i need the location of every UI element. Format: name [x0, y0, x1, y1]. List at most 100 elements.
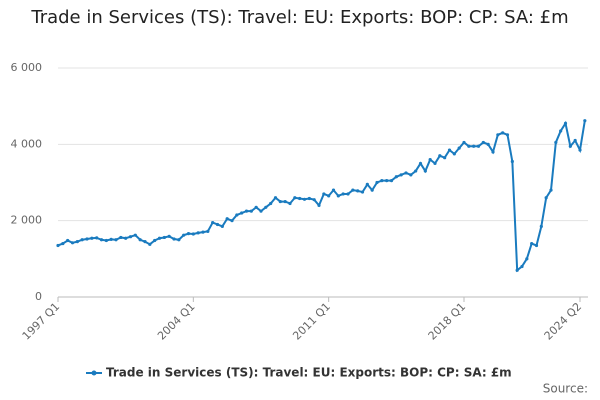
point	[423, 169, 427, 173]
point	[215, 222, 220, 227]
point	[148, 242, 152, 246]
point	[530, 241, 534, 246]
point	[385, 178, 389, 183]
point	[472, 144, 476, 148]
point	[249, 209, 253, 213]
point	[414, 169, 418, 173]
point	[269, 201, 273, 206]
point	[157, 236, 162, 240]
point	[525, 257, 529, 261]
point	[563, 121, 568, 125]
point	[240, 211, 244, 215]
y-tick-label: 6 000	[11, 61, 43, 74]
point	[404, 171, 408, 175]
point	[235, 213, 239, 217]
point	[317, 203, 321, 207]
point	[264, 205, 268, 209]
point	[438, 154, 442, 158]
point	[312, 198, 316, 202]
point	[389, 178, 394, 183]
y-tick-label: 4 000	[11, 137, 43, 150]
point	[99, 238, 104, 242]
point	[443, 156, 447, 160]
point	[544, 196, 548, 200]
point	[167, 234, 171, 238]
point	[186, 232, 191, 236]
point	[109, 237, 113, 241]
point	[66, 238, 70, 243]
point	[278, 199, 282, 204]
point	[380, 178, 384, 183]
point	[327, 194, 331, 198]
point	[259, 209, 263, 213]
point	[341, 192, 345, 196]
x-tick-label: 1997 Q1	[20, 300, 63, 343]
point	[172, 237, 176, 241]
point	[85, 237, 89, 241]
point	[244, 209, 249, 213]
point	[467, 144, 471, 148]
point	[346, 192, 350, 196]
point	[481, 140, 485, 145]
point	[153, 238, 157, 243]
point	[433, 161, 437, 166]
point	[365, 182, 369, 187]
point	[80, 238, 84, 242]
point	[510, 159, 514, 164]
point	[515, 268, 519, 272]
x-tick-label: 2024 Q2	[542, 300, 585, 343]
point	[124, 236, 128, 240]
point	[491, 150, 495, 154]
point	[505, 133, 510, 137]
point	[462, 140, 466, 145]
legend-marker	[91, 370, 97, 376]
point	[133, 233, 137, 237]
point	[162, 235, 166, 240]
point	[114, 238, 118, 242]
legend-label: Trade in Services (TS): Travel: EU: Expo…	[106, 366, 512, 380]
y-tick-label: 2 000	[11, 214, 43, 227]
point	[559, 129, 563, 133]
point	[370, 188, 374, 192]
series-line	[57, 120, 586, 273]
chart-title: Trade in Services (TS): Travel: EU: Expo…	[31, 7, 569, 28]
point	[288, 201, 292, 206]
point	[206, 229, 210, 233]
point	[428, 158, 432, 162]
point	[182, 233, 186, 237]
y-tick-label: 0	[35, 290, 42, 303]
point	[293, 196, 297, 200]
point	[75, 240, 79, 244]
point	[360, 190, 365, 194]
point	[578, 148, 582, 152]
point	[254, 205, 258, 209]
point	[138, 238, 142, 242]
point	[302, 197, 307, 201]
point	[119, 235, 123, 240]
point	[409, 173, 413, 177]
point	[211, 220, 215, 225]
point	[418, 161, 423, 166]
point	[583, 119, 587, 123]
point	[568, 144, 572, 148]
point	[307, 196, 311, 201]
point	[496, 133, 500, 137]
point	[520, 264, 524, 269]
point	[191, 232, 195, 236]
point	[375, 180, 379, 185]
point	[61, 241, 65, 246]
source: Source:	[543, 382, 588, 396]
point	[534, 243, 539, 248]
point	[573, 138, 577, 143]
point	[457, 146, 461, 150]
point	[225, 217, 229, 221]
point	[220, 224, 224, 228]
point	[56, 243, 60, 248]
point	[452, 152, 456, 156]
point	[201, 230, 205, 234]
point	[230, 219, 234, 223]
point	[336, 194, 340, 198]
x-tick-label: 2004 Q1	[155, 300, 198, 343]
